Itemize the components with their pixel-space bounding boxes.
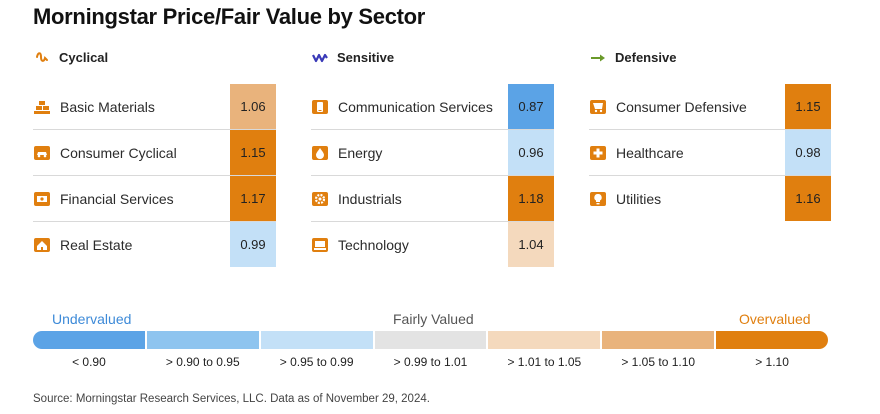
value-cell: 1.18 [508, 176, 554, 221]
industrials-icon [311, 190, 329, 208]
value-cell: 1.15 [230, 130, 276, 175]
legend-fairly-valued-label: Fairly Valued [393, 311, 474, 327]
sector-row: Energy [311, 130, 382, 176]
group-label: Sensitive [337, 50, 395, 65]
legend-overvalued-label: Overvalued [739, 311, 811, 327]
sector-label: Utilities [616, 191, 662, 207]
sector-row: Basic Materials [33, 84, 155, 130]
legend-bin-label: < 0.90 [72, 355, 106, 369]
source-note: Source: Morningstar Research Services, L… [33, 393, 430, 405]
sector-label: Technology [338, 237, 409, 253]
row-divider [33, 221, 276, 222]
sector-label: Consumer Defensive [616, 99, 747, 115]
legend-bin-label: > 0.99 to 1.01 [393, 355, 468, 369]
sector-row: Consumer Cyclical [33, 130, 177, 176]
value-cell: 1.06 [230, 84, 276, 129]
legend-swatch [488, 331, 601, 349]
communication-services-icon [311, 98, 329, 116]
row-divider [311, 221, 554, 222]
sector-row: Technology [311, 222, 409, 268]
legend-bin-label: > 0.90 to 0.95 [165, 355, 240, 369]
sector-row: Utilities [589, 176, 661, 222]
sector-label: Healthcare [616, 145, 684, 161]
sector-label: Communication Services [338, 99, 493, 115]
legend-swatch [260, 331, 373, 349]
value-cell: 0.96 [508, 130, 554, 175]
sector-row: Financial Services [33, 176, 174, 222]
legend-undervalued-label: Undervalued [52, 311, 132, 327]
sector-label: Basic Materials [60, 99, 155, 115]
financial-services-icon [33, 190, 51, 208]
legend-swatch [33, 331, 145, 349]
legend-swatch [716, 331, 828, 349]
group-header-defensive: Defensive [589, 50, 676, 65]
value-cell: 1.04 [508, 222, 554, 267]
row-divider [33, 175, 276, 176]
energy-icon [311, 144, 329, 162]
group-header-sensitive: Sensitive [311, 50, 394, 65]
group-header-cyclical: Cyclical [33, 50, 108, 65]
sector-label: Consumer Cyclical [60, 145, 177, 161]
row-divider [311, 129, 554, 130]
sector-label: Industrials [338, 191, 402, 207]
sector-row: Real Estate [33, 222, 132, 268]
real-estate-icon [33, 236, 51, 254]
value-cell: 1.16 [785, 176, 831, 221]
legend-bin-label: > 1.10 [755, 355, 789, 369]
legend-bin-label: > 0.95 to 0.99 [279, 355, 354, 369]
row-divider [311, 175, 554, 176]
sector-row: Communication Services [311, 84, 493, 130]
sector-label: Energy [338, 145, 383, 161]
sector-row: Healthcare [589, 130, 684, 176]
healthcare-icon [589, 144, 607, 162]
consumer-cyclical-icon [33, 144, 51, 162]
value-cell: 0.99 [230, 222, 276, 267]
value-cell: 0.87 [508, 84, 554, 129]
row-divider [33, 129, 276, 130]
sector-label: Financial Services [60, 191, 174, 207]
value-cell: 1.17 [230, 176, 276, 221]
defensive-arrow-icon [589, 53, 607, 63]
sector-row: Industrials [311, 176, 402, 222]
sector-label: Real Estate [60, 237, 133, 253]
sector-row: Consumer Defensive [589, 84, 747, 130]
legend-swatch [146, 331, 259, 349]
legend-swatch [374, 331, 487, 349]
value-cell: 1.15 [785, 84, 831, 129]
group-label: Defensive [615, 50, 677, 65]
legend-bin-label: > 1.01 to 1.05 [507, 355, 582, 369]
group-label: Cyclical [59, 50, 109, 65]
basic-materials-icon [33, 98, 51, 116]
row-divider [589, 129, 831, 130]
technology-icon [311, 236, 329, 254]
value-cell: 0.98 [785, 130, 831, 175]
cyclical-wave-icon [33, 51, 51, 65]
utilities-icon [589, 190, 607, 208]
page-title: Morningstar Price/Fair Value by Sector [33, 4, 426, 29]
legend-swatch [602, 331, 715, 349]
sensitive-zigzag-icon [311, 52, 329, 64]
consumer-defensive-icon [589, 98, 607, 116]
legend-bin-label: > 1.05 to 1.10 [621, 355, 696, 369]
row-divider [589, 175, 831, 176]
